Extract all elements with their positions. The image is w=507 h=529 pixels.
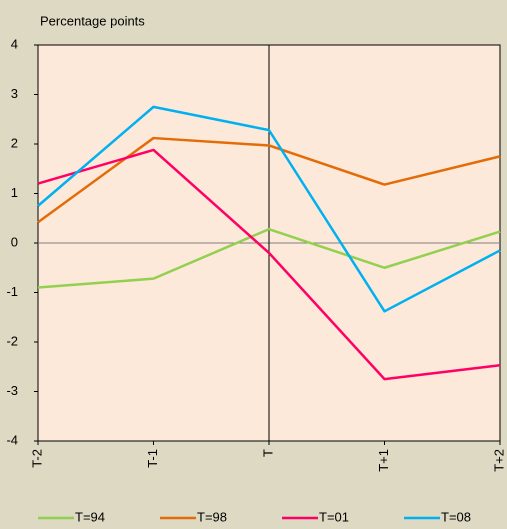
y-axis-label: Percentage points — [40, 13, 145, 28]
legend-label: T=94 — [75, 509, 105, 524]
legend-label: T=98 — [197, 509, 227, 524]
series-line — [37, 105, 501, 313]
y-tick-label: 3 — [11, 86, 18, 101]
x-tick-label: T+2 — [491, 449, 506, 472]
series-line — [37, 148, 501, 381]
x-tick-label: T-2 — [29, 449, 44, 468]
y-tick-label: 4 — [11, 36, 18, 51]
y-tick-label: 1 — [11, 185, 18, 200]
y-tick-label: -2 — [6, 333, 18, 348]
y-tick-label: 0 — [11, 234, 18, 249]
y-tick-label: -3 — [6, 383, 18, 398]
x-tick-label: T — [260, 449, 275, 457]
y-tick-label: 2 — [11, 135, 18, 150]
series-line — [37, 136, 501, 224]
x-tick-label: T+1 — [376, 449, 391, 472]
legend-label: T=01 — [319, 509, 349, 524]
y-tick-label: -1 — [6, 284, 18, 299]
series-line — [37, 227, 501, 289]
y-tick-label: -4 — [6, 432, 18, 447]
x-tick-label: T-1 — [145, 449, 160, 468]
legend-label: T=08 — [441, 509, 471, 524]
